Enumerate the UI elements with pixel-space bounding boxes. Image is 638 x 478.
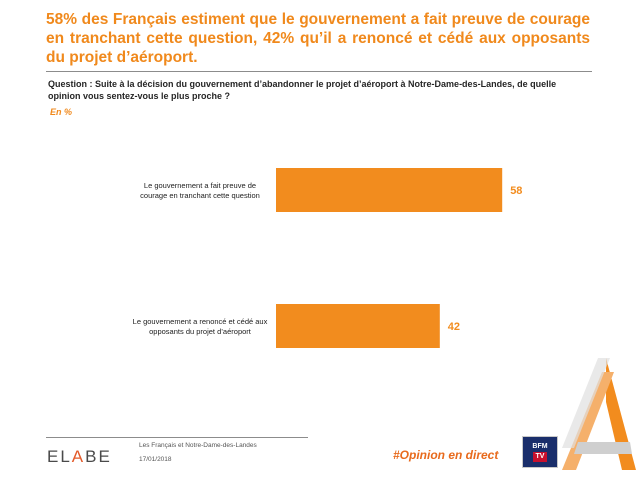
bar-value-label: 58 [510,185,522,197]
elabe-logo: ELABE [47,447,112,467]
hashtag-label: #Opinion en direct [393,448,499,462]
elabe-logo-part: EL [47,447,72,466]
category-label-line: Le gouvernement a renoncé et cédé aux [133,317,268,326]
footer-date: 17/01/2018 [139,456,172,463]
header-divider [46,71,592,72]
category-label: Le gouvernement a renoncé et cédé aux opp… [133,317,268,336]
category-label-line: courage en tranchant cette question [140,191,260,200]
category-label-line: opposants du projet d’aéroport [149,327,252,336]
category-label-line: Le gouvernement a fait preuve de [144,181,256,190]
unit-label: En % [50,107,73,117]
bfmtv-logo-icon: BFM TV [522,436,558,468]
elabe-logo-part: BE [85,447,112,466]
footer-divider [46,437,308,438]
tv-text: TV [532,452,548,462]
bar-value-label: 42 [448,321,460,333]
bfm-text: BFM [532,443,548,450]
headline: 58% des Français estiment que le gouvern… [46,11,590,66]
elabe-logo-accent: A [71,447,86,466]
bar-chart: 58 Le gouvernement a fait preuve de courag… [133,168,522,348]
bar-2 [276,304,440,348]
question-text: Question : Suite à la décision du gouver… [48,79,557,101]
bar-1 [276,168,503,212]
a-logo-icon [562,358,636,470]
footer-study-title: Les Français et Notre-Dame-des-Landes [139,442,257,449]
category-label: Le gouvernement a fait preuve de courage … [140,181,260,200]
